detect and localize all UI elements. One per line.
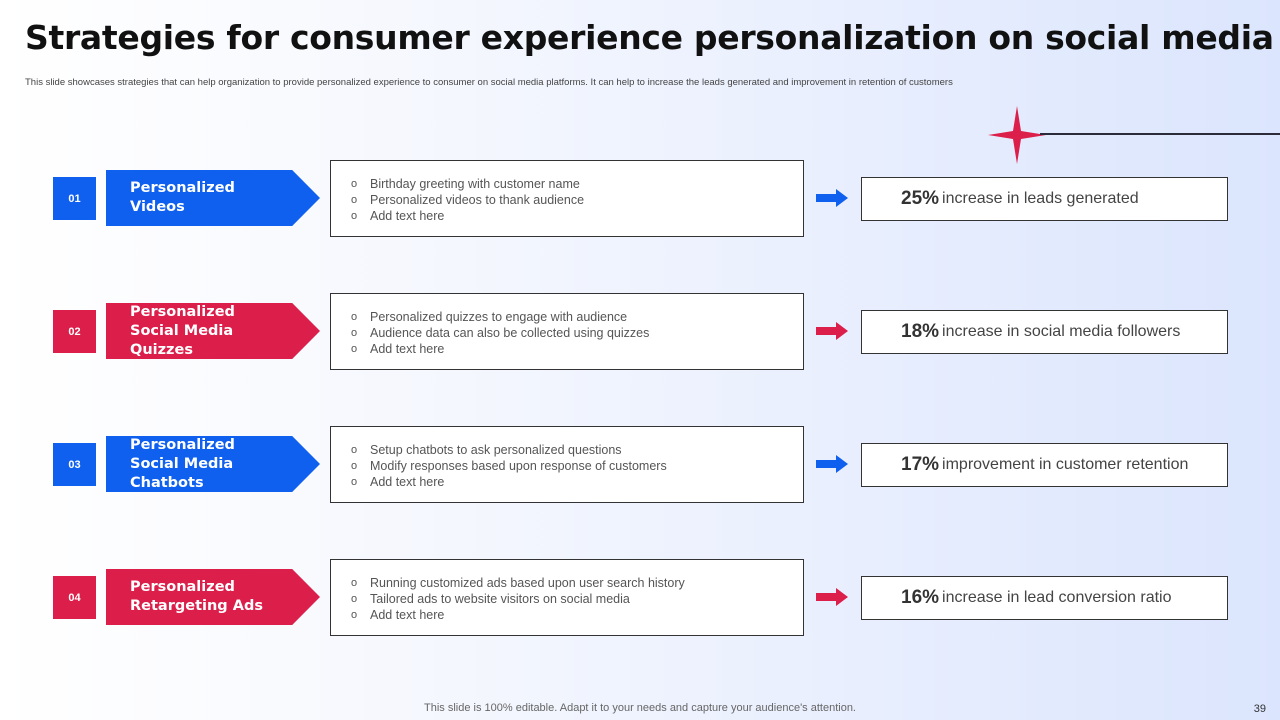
slide-title: Strategies for consumer experience perso…	[25, 18, 1274, 57]
bullet-item: o Add text here	[351, 608, 445, 622]
bullet-marker: o	[351, 210, 358, 222]
bullet-item: o Audience data can also be collected usi…	[351, 326, 650, 340]
arrow-right-icon	[816, 322, 848, 340]
result-box: 25% increase in leads generated	[861, 177, 1228, 221]
step-number-badge: 01	[53, 177, 96, 220]
step-number-badge: 04	[53, 576, 96, 619]
strategy-row-1: 01 Personalized Videos o Birthday greetin…	[0, 160, 1280, 240]
bullet-marker: o	[351, 343, 358, 355]
strategy-row-4: 04 Personalized Retargeting Ads o Running…	[0, 559, 1280, 639]
bullet-marker: o	[351, 194, 358, 206]
strategy-bullet-list: o Running customized ads based upon user …	[330, 559, 804, 636]
result-text: increase in social media followers	[942, 323, 1181, 340]
bullet-marker: o	[351, 609, 358, 621]
bullet-item: o Running customized ads based upon user …	[351, 576, 685, 590]
bullet-marker: o	[351, 327, 358, 339]
result-percentage: 16%	[901, 587, 940, 608]
footer-note: This slide is 100% editable. Adapt it to…	[424, 702, 856, 714]
bullet-item: o Tailored ads to website visitors on soc…	[351, 592, 630, 606]
bullet-marker: o	[351, 593, 358, 605]
bullet-item: o Personalized quizzes to engage with aud…	[351, 310, 628, 324]
arrow-right-icon	[816, 588, 848, 606]
result-text: increase in leads generated	[942, 190, 1139, 207]
bullet-marker: o	[351, 476, 358, 488]
strategy-label: Personalized Social Media Quizzes	[130, 303, 235, 358]
bullet-item: o Add text here	[351, 342, 445, 356]
bullet-item: o Setup chatbots to ask personalized ques…	[351, 443, 622, 457]
step-number-badge: 03	[53, 443, 96, 486]
strategy-label-chevron: Personalized Social Media Chatbots	[106, 436, 320, 492]
strategy-label: Personalized Retargeting Ads	[130, 579, 263, 614]
bullet-item: o Add text here	[351, 475, 445, 489]
bullet-marker: o	[351, 444, 358, 456]
bullet-item: o Birthday greeting with customer name	[351, 177, 580, 191]
strategy-bullet-list: o Personalized quizzes to engage with aud…	[330, 293, 804, 370]
result-box: 16% increase in lead conversion ratio	[861, 576, 1228, 620]
arrow-right-icon	[816, 455, 848, 473]
result-box: 17% improvement in customer retention	[861, 443, 1228, 487]
strategy-label-chevron: Personalized Videos	[106, 170, 320, 226]
bullet-marker: o	[351, 577, 358, 589]
strategy-label: Personalized Videos	[130, 180, 235, 215]
strategy-label-chevron: Personalized Social Media Quizzes	[106, 303, 320, 359]
result-percentage: 17%	[901, 454, 940, 475]
result-box: 18% increase in social media followers	[861, 310, 1228, 354]
bullet-marker: o	[351, 311, 358, 323]
decorative-line	[1040, 133, 1280, 135]
result-percentage: 25%	[901, 188, 940, 209]
result-text: increase in lead conversion ratio	[942, 589, 1172, 606]
bullet-marker: o	[351, 460, 358, 472]
bullet-item: o Personalized videos to thank audience	[351, 193, 585, 207]
star-icon	[988, 106, 1046, 164]
result-percentage: 18%	[901, 321, 940, 342]
strategy-label-chevron: Personalized Retargeting Ads	[106, 569, 320, 625]
step-number-badge: 02	[53, 310, 96, 353]
slide-subtitle: This slide showcases strategies that can…	[25, 77, 953, 88]
strategy-bullet-list: o Setup chatbots to ask personalized ques…	[330, 426, 804, 503]
strategy-label: Personalized Social Media Chatbots	[130, 436, 235, 491]
result-text: improvement in customer retention	[942, 456, 1189, 473]
page-number: 39	[1253, 703, 1266, 715]
bullet-marker: o	[351, 178, 358, 190]
bullet-item: o Modify responses based upon response of…	[351, 459, 667, 473]
strategy-row-2: 02 Personalized Social Media Quizzes o Pe…	[0, 293, 1280, 373]
bullet-item: o Add text here	[351, 209, 445, 223]
arrow-right-icon	[816, 189, 848, 207]
